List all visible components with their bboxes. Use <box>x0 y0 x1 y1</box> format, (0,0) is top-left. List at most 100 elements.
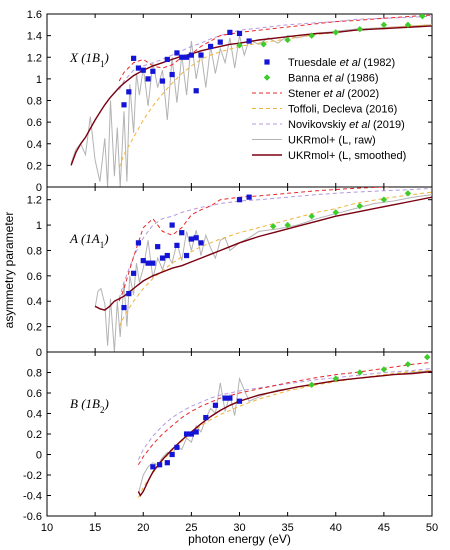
y-tick-label: 0.8 <box>27 368 42 380</box>
y-tick-label: 0.4 <box>27 296 42 308</box>
x-tick-label: 50 <box>426 522 438 534</box>
point-banna <box>380 21 388 29</box>
x-tick-label: 25 <box>185 522 197 534</box>
point-banna <box>356 202 364 210</box>
panel-frame <box>46 186 433 353</box>
point-banna <box>284 36 291 44</box>
y-tick-label: 1.2 <box>27 195 42 207</box>
point-truesdale <box>150 260 156 266</box>
point-banna <box>380 366 388 373</box>
point-truesdale <box>227 395 233 401</box>
panel-label: B (1B2) <box>70 396 109 415</box>
legend-label-novikovskiy: Novikovskiy et al (2019) <box>288 119 405 131</box>
y-tick-label: 0 <box>36 347 42 359</box>
point-truesdale <box>131 270 137 276</box>
point-banna <box>332 375 339 382</box>
point-truesdale <box>236 197 243 203</box>
point-banna <box>332 209 339 216</box>
point-truesdale <box>217 39 223 45</box>
point-truesdale <box>188 52 194 58</box>
x-tick-label: 40 <box>330 522 342 534</box>
y-tick-label: 0.6 <box>27 388 42 400</box>
point-truesdale <box>198 240 204 246</box>
point-banna <box>269 223 277 230</box>
y-tick-label: -0.6 <box>23 511 42 523</box>
y-tick-label: 0 <box>36 450 42 462</box>
y-tick-label: 0 <box>36 182 42 194</box>
point-banna <box>356 369 364 376</box>
point-banna <box>308 32 315 39</box>
legend-label-raw: UKRmol+ (L, raw) <box>288 135 376 147</box>
point-truesdale <box>188 236 194 242</box>
series-line-toffoli <box>118 191 432 327</box>
point-banna <box>404 361 412 368</box>
point-truesdale <box>126 291 132 297</box>
point-truesdale <box>203 415 209 421</box>
point-truesdale <box>164 460 170 466</box>
series-line-smooth <box>94 196 432 311</box>
point-banna <box>404 190 412 197</box>
panel-3: -0.6 -0.4 -0.2 0 0.2 0.4 0.6 0.8 B (1B2) <box>23 351 433 523</box>
point-banna <box>332 29 339 36</box>
series-line-stener <box>137 361 432 466</box>
point-truesdale <box>155 244 161 250</box>
legend: Truesdale et al (1982) Banna et al (1986)… <box>252 57 406 162</box>
point-truesdale <box>150 464 156 470</box>
point-truesdale <box>135 65 142 71</box>
point-banna <box>308 381 315 388</box>
point-truesdale <box>208 43 214 50</box>
series-line-stener <box>118 14 432 82</box>
point-truesdale <box>140 67 146 73</box>
y-tick-label: 0.4 <box>27 409 42 421</box>
x-tick-label: 45 <box>378 522 390 534</box>
x-axis-label: photon energy (eV) <box>188 532 291 546</box>
point-truesdale <box>157 462 163 468</box>
x-tick-label: 35 <box>282 522 294 534</box>
point-truesdale <box>183 54 190 60</box>
point-truesdale <box>212 402 219 408</box>
x-tick-label: 30 <box>233 522 245 534</box>
point-banna <box>284 221 291 229</box>
legend-swatch-truesdale <box>264 59 270 65</box>
y-tick-label: 0.2 <box>27 160 42 172</box>
point-truesdale <box>193 429 199 435</box>
point-truesdale <box>174 242 180 248</box>
point-truesdale <box>164 252 170 259</box>
point-banna <box>260 41 267 48</box>
series-line-toffoli <box>118 24 432 168</box>
point-truesdale <box>193 235 199 241</box>
point-truesdale <box>179 230 185 236</box>
point-truesdale <box>140 258 146 264</box>
x-tick-label: 10 <box>41 522 53 534</box>
legend-label-banna: Banna et al (1986) <box>288 73 379 85</box>
point-truesdale <box>236 398 243 404</box>
series-line-novikovskiy <box>137 367 432 460</box>
point-truesdale <box>174 444 180 450</box>
point-truesdale <box>150 68 156 74</box>
point-truesdale <box>159 78 166 84</box>
point-banna <box>380 196 388 203</box>
plot-area <box>94 187 432 352</box>
point-truesdale <box>135 240 142 246</box>
series-line-smooth <box>137 370 432 497</box>
series-line-novikovskiy <box>118 15 432 90</box>
y-tick-label: 0.8 <box>27 96 42 108</box>
legend-swatch-banna <box>263 74 271 81</box>
point-truesdale <box>169 222 175 228</box>
point-banna <box>308 212 315 220</box>
point-truesdale <box>121 304 127 311</box>
y-tick-label: 0.4 <box>27 139 42 151</box>
point-banna <box>404 21 412 29</box>
legend-label-truesdale: Truesdale et al (1982) <box>288 57 395 69</box>
point-truesdale <box>169 451 175 458</box>
series-line-smooth <box>70 25 432 166</box>
point-truesdale <box>222 395 228 401</box>
point-banna <box>236 42 243 49</box>
point-banna <box>423 353 431 361</box>
y-tick-label: 0.2 <box>27 322 42 334</box>
point-truesdale <box>179 54 185 60</box>
point-banna <box>356 25 364 33</box>
y-tick-label: 1.6 <box>27 9 42 21</box>
point-truesdale <box>188 431 194 437</box>
